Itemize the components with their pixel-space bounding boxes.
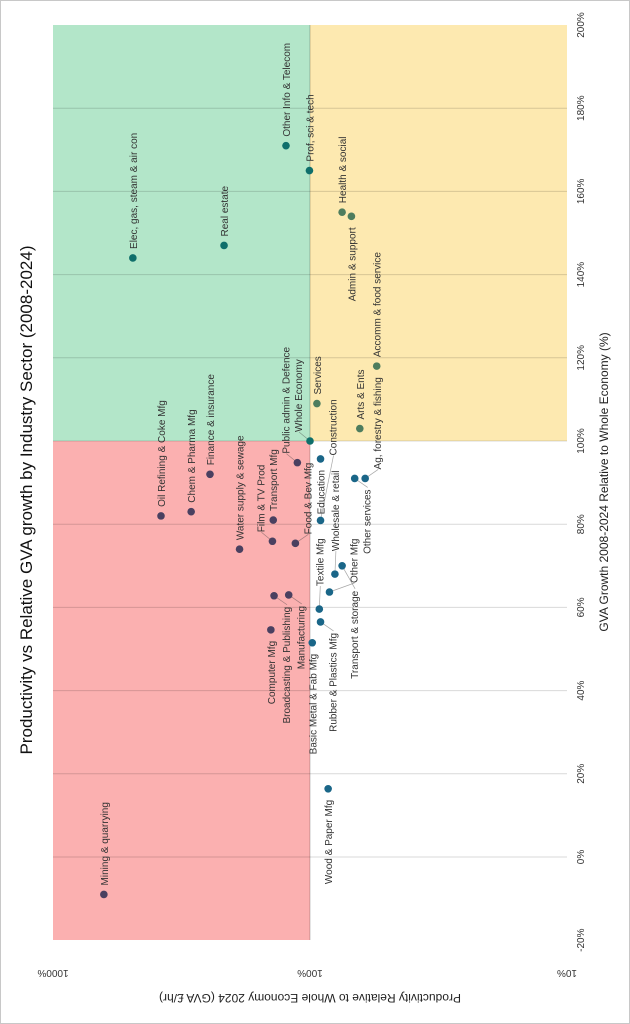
- label-leader-line: [320, 455, 334, 521]
- data-point: [315, 605, 324, 613]
- x-tick-label: 140%: [576, 262, 587, 288]
- data-label: Rubber & Plastics Mfg: [329, 633, 340, 732]
- data-label: Transport Mfg: [269, 449, 280, 511]
- data-label: Public admin & Defence: [281, 346, 292, 453]
- data-point: [269, 516, 278, 524]
- data-point: [129, 254, 137, 262]
- label-leader-line: [318, 586, 321, 610]
- x-tick-label: 160%: [576, 179, 587, 205]
- data-label: Water supply & sewage: [236, 435, 247, 540]
- data-label: Wholesale & retail: [331, 471, 342, 552]
- data-label: Computer Mfg: [267, 641, 278, 704]
- data-label: Whole Economy: [294, 359, 305, 432]
- data-label: Chem & Pharma Mfg: [187, 409, 198, 502]
- data-point: [220, 241, 228, 250]
- data-label: Accomm & food service: [373, 252, 384, 357]
- data-point: [347, 212, 356, 221]
- quadrant-low-prod-high-growth: [310, 25, 567, 441]
- x-tick-label: 180%: [576, 95, 587, 121]
- data-point: [305, 166, 314, 175]
- x-tick-label: 200%: [576, 12, 587, 38]
- data-label: Arts & Ents: [356, 370, 367, 420]
- data-point: [338, 208, 346, 216]
- data-point: [100, 890, 108, 899]
- data-point: [308, 638, 317, 647]
- x-tick-label: 0%: [576, 850, 587, 865]
- data-point: [187, 507, 195, 516]
- y-axis-title: Productivity Relative to Whole Economy 2…: [159, 991, 461, 1005]
- data-point: [206, 470, 214, 479]
- data-point: [316, 455, 325, 463]
- label-leader-line: [329, 582, 355, 593]
- data-point: [270, 591, 278, 600]
- data-point: [316, 516, 325, 525]
- data-point: [235, 545, 244, 553]
- data-point: [267, 626, 275, 634]
- data-point: [306, 437, 314, 445]
- chart-title: Productivity vs Relative GVA growth by I…: [17, 246, 36, 755]
- data-label: Manufacturing: [297, 606, 308, 669]
- quadrant-low-prod-low-growth: [310, 441, 567, 940]
- data-label: Textile Mfg: [315, 538, 326, 586]
- data-label: Basic Metal & Fab Mfg: [308, 654, 319, 755]
- data-label: Services: [313, 356, 324, 394]
- x-tick-label: 20%: [576, 764, 587, 784]
- data-label: Admin & support: [347, 227, 358, 301]
- data-point: [316, 618, 325, 626]
- data-point: [325, 588, 334, 596]
- data-point: [282, 141, 290, 150]
- x-tick-label: 60%: [576, 597, 587, 617]
- quadrant-high-prod-high-growth: [53, 25, 310, 441]
- data-point: [331, 570, 339, 578]
- data-label: Finance & insurance: [206, 374, 217, 466]
- x-axis-title: GVA Growth 2008-2024 Relative to Whole E…: [597, 332, 611, 631]
- y-tick-label: 100%: [297, 967, 323, 978]
- x-tick-label: -20%: [576, 928, 587, 951]
- data-label: Broadcasting & Publishing: [282, 607, 293, 724]
- label-leader-line: [334, 551, 337, 575]
- data-point: [361, 474, 369, 483]
- data-point: [356, 424, 364, 433]
- data-label: Health & social: [338, 136, 349, 203]
- data-label: Wood & Paper Mfg: [324, 800, 335, 884]
- y-tick-label: 1000%: [37, 967, 68, 978]
- quadrant-high-prod-low-growth: [53, 441, 310, 940]
- x-tick-label: 40%: [576, 680, 587, 700]
- data-point: [338, 562, 346, 570]
- data-label: Mining & quarrying: [100, 802, 111, 885]
- data-label: Film & TV Prod: [256, 465, 267, 533]
- data-point: [291, 539, 300, 548]
- data-label: Transport & storage: [350, 590, 361, 678]
- data-point: [372, 362, 381, 370]
- x-tick-label: 100%: [576, 428, 587, 454]
- data-label: Other Mfg: [349, 539, 360, 583]
- data-point: [293, 458, 302, 467]
- x-tick-label: 120%: [576, 345, 587, 371]
- data-point: [324, 784, 332, 793]
- data-point: [268, 537, 277, 546]
- data-label: Oil Refining & Coke Mfg: [157, 400, 168, 507]
- data-label: Real estate: [220, 185, 231, 236]
- data-label: Prof, sci & tech: [305, 94, 316, 161]
- data-label: Other services: [363, 489, 374, 553]
- data-label: Education: [317, 470, 328, 514]
- y-tick-label: 10%: [557, 967, 577, 978]
- data-point: [350, 474, 359, 483]
- data-point: [284, 591, 293, 599]
- data-label: Food & Bev Mfg: [303, 463, 314, 535]
- data-label: Construction: [329, 399, 340, 455]
- label-leader-line: [341, 565, 356, 589]
- data-point: [157, 512, 165, 520]
- data-label: Other Info & Telecom: [282, 43, 293, 137]
- data-point: [313, 399, 321, 408]
- x-tick-label: 80%: [576, 514, 587, 534]
- data-label: Elec, gas, steam & air con: [129, 133, 140, 249]
- data-label: Ag, forestry & fishing: [373, 377, 384, 469]
